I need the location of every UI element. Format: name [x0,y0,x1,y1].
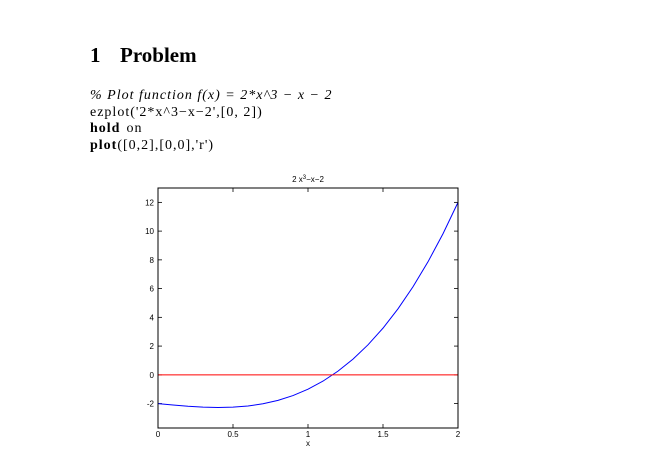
title-part: 3 [303,175,307,181]
code-token: hold [90,121,120,136]
y-tick-label: 10 [145,227,154,236]
x-tick-label: 0 [156,430,161,439]
code-line: hold on [90,121,142,136]
y-tick-label: 0 [150,371,155,380]
y-tick-label: 4 [150,313,155,322]
section-number: 1 [90,43,101,67]
code-token: ezplot('2*x^3−x−2',[0, 2]) [90,105,263,120]
line-series [157,202,459,408]
section-title: Problem [120,43,197,67]
y-tick-label: 6 [150,285,155,294]
code-token: plot [90,138,117,153]
code-line: % Plot function f(x) = 2*x^3 − x − 2 [90,88,332,103]
x-tick-label: 1.5 [377,430,389,439]
plot: 2 x3−x−2 x 0 0.5 1 1.5 2 -2 0 2 4 6 8 10 12 [145,175,461,448]
x-axis-label: x [306,439,310,448]
y-tick-label: 8 [150,256,155,265]
y-tick-label: -2 [147,400,155,409]
x-tick-label: 2 [456,430,461,439]
y-tick-label: 2 [150,342,155,351]
chart-title: 2 x3−x−2 [292,175,324,184]
x-tick-label: 1 [306,430,311,439]
code-block: % Plot function f(x) = 2*x^3 − x − 2 ezpl… [90,88,332,153]
y-tick-label: 12 [145,198,154,207]
code-token: on [126,121,142,136]
plot-area [158,188,458,428]
title-part: −x−2 [306,175,324,184]
x-tick-label: 0.5 [227,430,239,439]
plot-frame [157,187,459,429]
code-line: ezplot('2*x^3−x−2',[0, 2]) [90,105,263,120]
title-part: 2 x [292,175,303,184]
code-token: ([0,2],[0,0],'r') [117,138,214,153]
code-token: % Plot function f(x) = 2*x^3 − x − 2 [90,88,332,103]
code-line: plot([0,2],[0,0],'r') [90,138,214,153]
